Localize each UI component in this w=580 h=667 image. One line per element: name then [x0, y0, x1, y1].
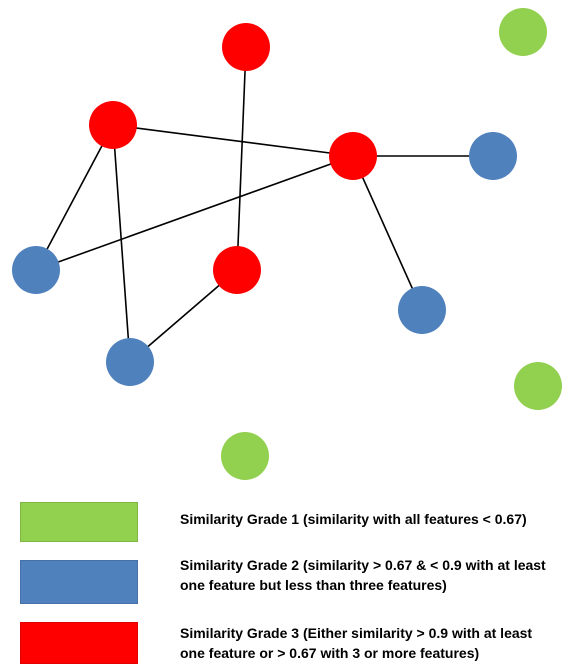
- node-grade-3-red-mid: [213, 246, 261, 294]
- node-grade-3-red-left: [89, 101, 137, 149]
- node-grade-2-blue-left: [12, 246, 60, 294]
- node-grade-1-green-bottom: [221, 432, 269, 480]
- node-grade-2-blue-right: [469, 132, 517, 180]
- edge-blue-left-red-hub: [35, 155, 354, 271]
- legend-text-line: Similarity Grade 2 (similarity > 0.67 & …: [180, 557, 546, 573]
- node-grade-3-red-hub: [329, 132, 377, 180]
- edge-red-left-red-hub: [112, 124, 354, 157]
- legend-text-line: one feature but less than three features…: [180, 577, 447, 593]
- legend-row-grade-3: Similarity Grade 3 (Either similarity > …: [20, 622, 580, 664]
- edge-red-hub-blue-lowright: [352, 155, 423, 311]
- legend-label-grade-2: Similarity Grade 2 (similarity > 0.67 & …: [180, 555, 546, 595]
- legend-text-line: Similarity Grade 3 (Either similarity > …: [180, 625, 533, 641]
- legend-swatch-grade-1: [20, 502, 138, 542]
- edge-red-left-blue-bottom: [112, 124, 131, 363]
- node-grade-3-red-top: [222, 23, 270, 71]
- legend-row-grade-1: Similarity Grade 1 (similarity with all …: [20, 502, 580, 542]
- legend-label-grade-1: Similarity Grade 1 (similarity with all …: [180, 502, 527, 529]
- node-grade-2-blue-lowright: [398, 286, 446, 334]
- node-grade-1-green-right: [514, 362, 562, 410]
- edge-red-left-blue-left: [35, 124, 114, 271]
- legend-swatch-grade-3: [20, 622, 138, 664]
- legend-swatch-grade-2: [20, 560, 138, 604]
- similarity-graph: [12, 8, 562, 480]
- legend-text-line: one feature or > 0.67 with 3 or more fea…: [180, 645, 480, 661]
- graph-nodes: [12, 8, 562, 480]
- legend-text-line: Similarity Grade 1 (similarity with all …: [180, 511, 527, 527]
- node-grade-1-green-topright: [499, 8, 547, 56]
- legend-row-grade-2: Similarity Grade 2 (similarity > 0.67 & …: [20, 557, 580, 604]
- node-grade-2-blue-bottom: [106, 338, 154, 386]
- edge-red-top-red-mid: [236, 46, 247, 271]
- legend-label-grade-3: Similarity Grade 3 (Either similarity > …: [180, 623, 532, 663]
